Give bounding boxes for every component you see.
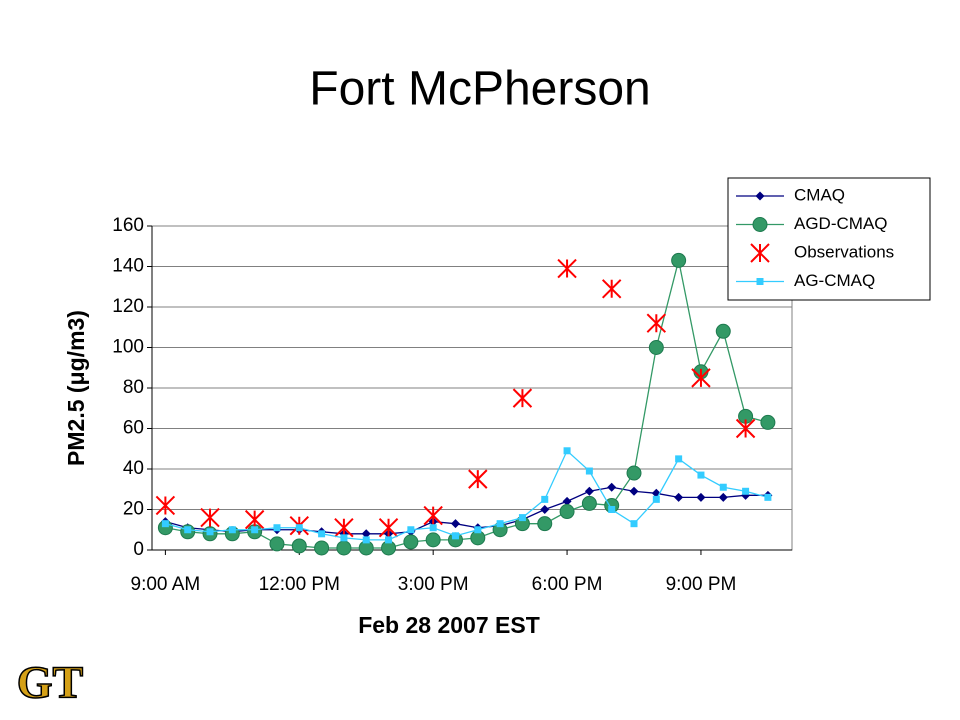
series-line (165, 486, 768, 535)
data-point (735, 418, 756, 439)
y-tick-label: 40 (123, 458, 144, 479)
logo-text: GT (17, 657, 83, 708)
data-point (584, 486, 594, 496)
data-point (691, 368, 711, 388)
legend-marker (755, 191, 765, 201)
y-tick-label: 20 (123, 499, 144, 520)
data-point (601, 279, 622, 299)
x-tick-label: 12:00 PM (259, 574, 340, 595)
data-point (468, 469, 488, 489)
data-point (407, 526, 415, 534)
x-tick-label: 3:00 PM (398, 574, 469, 595)
series-line (165, 260, 769, 549)
y-tick-label: 120 (112, 296, 144, 317)
data-point (228, 526, 236, 534)
data-point (425, 532, 441, 548)
legend-label: AGD-CMAQ (794, 214, 888, 233)
data-point (585, 467, 593, 475)
data-point (161, 520, 169, 528)
y-tick-label: 160 (112, 215, 144, 236)
data-point (251, 526, 259, 534)
data-point (429, 524, 437, 532)
data-point (559, 504, 575, 520)
data-point (244, 509, 265, 530)
y-tick-label: 0 (133, 539, 144, 560)
data-point (291, 538, 307, 554)
data-point (697, 471, 705, 479)
legend-label: Observations (794, 242, 894, 261)
data-point (719, 483, 727, 491)
data-point (652, 495, 660, 503)
data-point (626, 465, 642, 481)
data-point (496, 520, 504, 528)
data-point (155, 495, 176, 516)
data-point (563, 447, 571, 455)
legend-marker (756, 278, 764, 285)
data-point (334, 518, 354, 538)
chart-title: Fort McPherson (309, 63, 650, 116)
legend-label: AG-CMAQ (794, 271, 875, 290)
data-point (540, 505, 550, 514)
data-point (760, 414, 776, 430)
data-point (450, 519, 460, 529)
data-point (336, 540, 352, 556)
data-point (674, 492, 684, 502)
data-point (273, 524, 281, 532)
data-point (557, 258, 577, 279)
data-point (696, 492, 706, 502)
data-point (403, 534, 419, 550)
y-tick-label: 80 (123, 377, 144, 398)
data-point (608, 506, 616, 513)
data-point (474, 526, 482, 534)
data-point (361, 529, 371, 539)
data-point (537, 516, 553, 532)
data-point (314, 540, 330, 556)
data-point (671, 252, 687, 268)
y-axis-label: PM2.5 (μg/m3) (63, 310, 89, 466)
data-point (512, 388, 533, 408)
legend: CMAQ AGD-CMAQ Observations AG-CMAQ (727, 177, 931, 301)
data-point (607, 482, 617, 492)
y-tick-label: 60 (123, 418, 144, 439)
series-line (165, 449, 769, 541)
data-point (362, 536, 370, 544)
x-axis-label: Feb 28 2007 EST (358, 612, 540, 638)
data-point (764, 493, 772, 501)
legend-marker (752, 217, 768, 232)
data-point (648, 340, 664, 355)
data-point (718, 492, 728, 502)
data-point (675, 455, 683, 463)
x-tick-label: 9:00 AM (131, 574, 201, 595)
data-point (742, 487, 750, 495)
data-point (340, 534, 348, 542)
data-point (715, 323, 731, 339)
y-tick-label: 100 (112, 337, 144, 358)
data-point (451, 532, 459, 540)
data-point (629, 486, 639, 496)
legend-marker (750, 243, 770, 263)
data-point (206, 528, 214, 536)
data-point (318, 530, 326, 538)
data-point (295, 524, 303, 532)
x-tick-label: 6:00 PM (532, 574, 603, 595)
y-tick-label: 140 (112, 256, 144, 277)
logo: GT (16, 656, 84, 709)
data-point (378, 518, 399, 538)
data-point (630, 520, 638, 528)
data-point (646, 313, 667, 333)
data-point (385, 536, 393, 544)
data-point (423, 505, 443, 526)
legend-label: CMAQ (794, 185, 845, 204)
data-point (200, 507, 220, 528)
x-tick-label: 9:00 PM (666, 574, 737, 595)
data-point (184, 526, 192, 534)
data-point (518, 514, 526, 522)
data-point (541, 495, 549, 503)
data-point (269, 536, 285, 552)
data-point (581, 495, 597, 511)
data-point (562, 496, 572, 506)
